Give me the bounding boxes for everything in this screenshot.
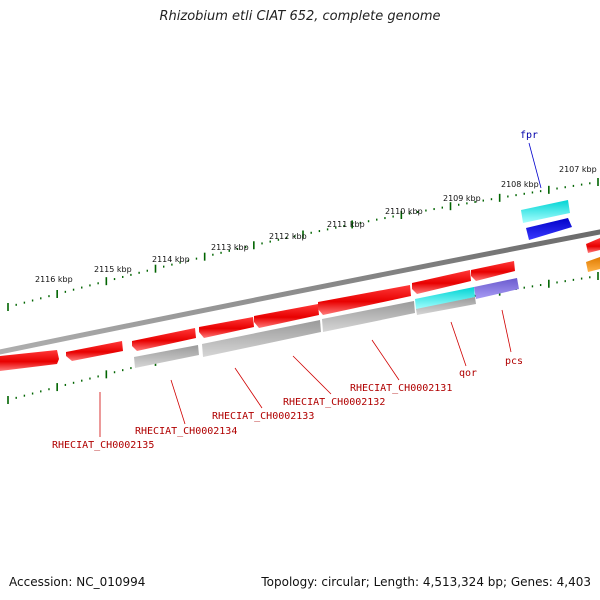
kbp-label-2114: 2114 kbp — [152, 255, 190, 264]
kbp-label-2109: 2109 kbp — [443, 194, 481, 203]
topology-text: Topology: circular; Length: 4,513,324 bp… — [261, 575, 591, 589]
gene-arrow[interactable] — [586, 238, 600, 253]
gene-label-ch2132[interactable]: RHECIAT_CH0002132 — [283, 397, 385, 408]
kbp-label-2112: 2112 kbp — [269, 232, 307, 241]
gene-arrow[interactable] — [471, 261, 515, 281]
gene-arrow[interactable] — [0, 350, 59, 371]
kbp-label-2111: 2111 kbp — [327, 220, 365, 229]
genome-backbone — [0, 229, 600, 355]
gene-label-ch2134[interactable]: RHECIAT_CH0002134 — [135, 426, 237, 437]
kbp-label-2116: 2116 kbp — [35, 275, 73, 284]
reverse-strand-genes — [134, 278, 519, 368]
kbp-label-2113: 2113 kbp — [211, 243, 249, 252]
gene-arrow[interactable] — [412, 270, 471, 294]
gene-arrow[interactable] — [66, 341, 123, 361]
gene-label-ch2135[interactable]: RHECIAT_CH0002135 — [52, 440, 154, 451]
fpr-leader — [528, 142, 542, 189]
gene-arrow[interactable] — [322, 301, 415, 332]
accession-text: Accession: NC_010994 — [9, 575, 146, 589]
gene-label-ch2131[interactable]: RHECIAT_CH0002131 — [350, 383, 452, 394]
gene-arrow[interactable] — [202, 320, 321, 357]
gene-qor-arrow[interactable] — [415, 287, 475, 310]
kbp-label-2110: 2110 kbp — [385, 207, 423, 216]
kbp-labels: 2116 kbp 2115 kbp 2114 kbp 2113 kbp 2112… — [35, 165, 597, 284]
map-title: Rhizobium etli CIAT 652, complete genome — [159, 9, 441, 24]
gene-arrow[interactable] — [199, 317, 254, 338]
gene-arrow[interactable] — [586, 257, 600, 272]
gene-label-fpr[interactable]: fpr — [520, 130, 538, 141]
gene-fpr-arrow[interactable] — [521, 200, 570, 223]
gene-label-ch2133[interactable]: RHECIAT_CH0002133 — [212, 411, 314, 422]
kbp-label-2108: 2108 kbp — [501, 180, 539, 189]
gene-qor-arrow[interactable] — [416, 297, 476, 315]
label-leaders — [99, 309, 512, 437]
gene-fpr-arrow[interactable] — [526, 218, 572, 240]
gene-arrow[interactable] — [254, 304, 319, 328]
forward-strand-genes — [0, 200, 600, 371]
kbp-label-2107: 2107 kbp — [559, 165, 597, 174]
kbp-label-2115: 2115 kbp — [94, 265, 132, 274]
gene-arrow[interactable] — [134, 345, 199, 368]
gene-arrow[interactable] — [318, 285, 411, 315]
gene-label-pcs[interactable]: pcs — [505, 356, 523, 367]
gene-pcs-arrow[interactable] — [474, 278, 519, 299]
outer-scale-track — [7, 178, 599, 311]
gene-label-qor[interactable]: qor — [459, 368, 477, 379]
gene-arrow[interactable] — [132, 328, 196, 351]
